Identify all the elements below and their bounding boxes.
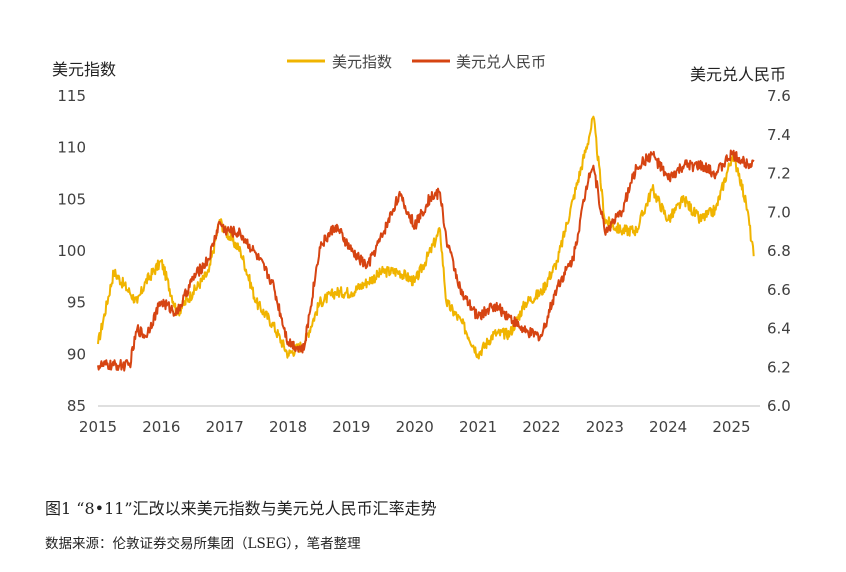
left-axis: 115 110 105 100 95 90 85 xyxy=(57,87,86,415)
x-axis: 2015 2016 2017 2018 2019 2020 2021 2022 2023 2024… xyxy=(79,418,751,436)
y-tick-right: 6.6 xyxy=(767,281,791,299)
y-tick-right: 6.4 xyxy=(767,320,791,338)
y-tick-right: 6.8 xyxy=(767,242,791,260)
y-tick-left: 95 xyxy=(67,294,86,312)
series-lines xyxy=(97,115,755,372)
y-tick-left: 110 xyxy=(57,139,86,157)
x-tick-label: 2024 xyxy=(649,418,687,436)
y-tick-right: 6.2 xyxy=(767,358,791,376)
y-tick-left: 115 xyxy=(57,87,86,105)
x-tick-label: 2017 xyxy=(206,418,244,436)
legend-label-usd-cny: 美元兑人民币 xyxy=(456,53,546,71)
figure-caption: 图1 “8•11”汇改以来美元指数与美元兑人民币汇率走势 xyxy=(45,499,437,518)
x-tick-label: 2020 xyxy=(396,418,434,436)
y-tick-left: 85 xyxy=(67,397,86,415)
y-tick-right: 7.4 xyxy=(767,126,791,144)
x-tick-label: 2016 xyxy=(142,418,180,436)
legend-label-usd-index: 美元指数 xyxy=(332,53,392,71)
y-tick-right: 7.0 xyxy=(767,203,791,221)
x-tick-label: 2025 xyxy=(712,418,750,436)
x-tick-label: 2019 xyxy=(332,418,370,436)
x-tick-label: 2021 xyxy=(459,418,497,436)
left-axis-title: 美元指数 xyxy=(52,60,116,79)
chart: 115 110 105 100 95 90 85 7.6 7.4 7.2 7.0 6.8 6.6 6.4… xyxy=(52,53,791,436)
right-axis: 7.6 7.4 7.2 7.0 6.8 6.6 6.4 6.2 6.0 xyxy=(767,87,791,415)
data-source-note: 数据来源：伦敦证券交易所集团（LSEG），笔者整理 xyxy=(45,536,361,552)
y-tick-left: 100 xyxy=(57,242,86,260)
y-tick-left: 105 xyxy=(57,190,86,208)
x-tick-label: 2023 xyxy=(586,418,624,436)
right-axis-title: 美元兑人民币 xyxy=(690,65,786,84)
y-tick-right: 7.2 xyxy=(767,165,791,183)
y-tick-left: 90 xyxy=(67,345,86,363)
y-tick-right: 7.6 xyxy=(767,87,791,105)
legend: 美元指数 美元兑人民币 xyxy=(287,53,546,71)
series-line-usd-cny xyxy=(97,149,755,372)
x-tick-label: 2018 xyxy=(269,418,307,436)
y-tick-right: 6.0 xyxy=(767,397,791,415)
x-tick-label: 2015 xyxy=(79,418,117,436)
series-line-usd-index xyxy=(97,115,755,360)
x-tick-label: 2022 xyxy=(522,418,560,436)
